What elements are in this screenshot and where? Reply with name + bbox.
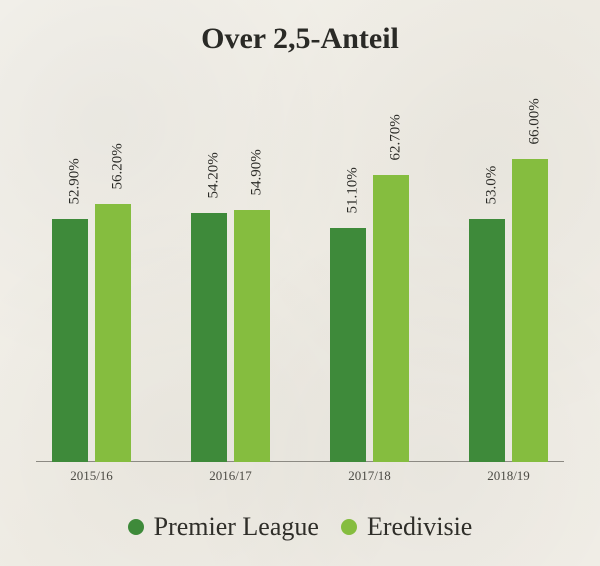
- bar: [373, 175, 409, 463]
- bar: [512, 159, 548, 462]
- legend-swatch: [341, 519, 357, 535]
- legend-item: Premier League: [128, 512, 319, 542]
- bar-value-label: 54.20%: [206, 153, 223, 199]
- plot-area: 2015/1652.90%56.20%2016/1754.20%54.90%20…: [36, 86, 564, 462]
- bar-value-label: 53.0%: [484, 166, 501, 205]
- bar-value-label: 56.20%: [110, 144, 127, 190]
- legend: Premier League Eredivisie: [0, 512, 600, 542]
- legend-swatch: [128, 519, 144, 535]
- category-label: 2016/17: [209, 468, 252, 484]
- bar: [330, 228, 366, 462]
- bar-value-label: 52.90%: [67, 159, 84, 205]
- bar-value-label: 51.10%: [345, 167, 362, 213]
- bar: [52, 219, 88, 462]
- bar-value-label: 62.70%: [388, 114, 405, 160]
- category-label: 2015/16: [70, 468, 113, 484]
- bar: [191, 213, 227, 462]
- category-label: 2018/19: [487, 468, 530, 484]
- bar: [234, 210, 270, 462]
- bar: [469, 219, 505, 462]
- bar-value-label: 66.00%: [527, 99, 544, 145]
- legend-label: Eredivisie: [367, 512, 472, 542]
- bar: [95, 204, 131, 462]
- legend-label: Premier League: [154, 512, 319, 542]
- chart-title: Over 2,5-Anteil: [0, 22, 600, 56]
- category-label: 2017/18: [348, 468, 391, 484]
- legend-item: Eredivisie: [341, 512, 472, 542]
- bar-value-label: 54.90%: [249, 150, 266, 196]
